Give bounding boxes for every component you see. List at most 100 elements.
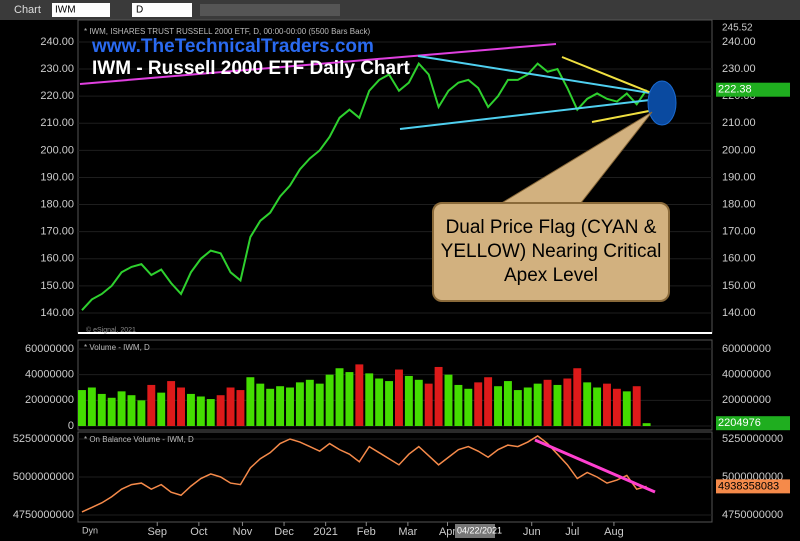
volume-bar: [543, 379, 552, 427]
y-tick-label-left: 220.00: [40, 90, 74, 102]
volume-bar: [325, 374, 334, 427]
last-value-box: [716, 479, 790, 494]
volume-bar: [107, 397, 116, 427]
symbol-box[interactable]: [52, 3, 110, 17]
y-tick-label-left: 140.00: [40, 307, 74, 319]
cursor-date-box: [455, 524, 495, 538]
y-tick-label-right: 150.00: [722, 280, 756, 292]
y-tick-label-right: 240.00: [722, 36, 756, 48]
volume-bar: [464, 388, 473, 427]
toolbar: [0, 0, 800, 20]
volume-bar: [78, 390, 86, 427]
x-tick-label: Mar: [398, 526, 417, 538]
volume-bar: [375, 378, 384, 427]
x-tick-label: Apr: [439, 526, 456, 538]
last-value-box: [716, 416, 790, 431]
y-tick-label-left: 200.00: [40, 144, 74, 156]
y-tick-label-left: 20000000: [25, 394, 74, 406]
volume-bar: [226, 387, 235, 427]
volume-bar: [137, 400, 146, 427]
volume-bar: [345, 372, 354, 427]
y-tick-label-left: 230.00: [40, 63, 74, 75]
volume-bar: [216, 395, 225, 427]
volume-bar: [612, 388, 621, 427]
y-tick-label-right: 40000000: [722, 369, 771, 381]
volume-bar: [484, 377, 493, 427]
y-tick-label-left: 5250000000: [13, 433, 74, 445]
volume-bar: [424, 383, 433, 427]
volume-bar: [295, 382, 304, 427]
volume-bar: [276, 386, 285, 427]
interval: D: [136, 5, 143, 16]
y-tick-label-right: 200.00: [722, 144, 756, 156]
y-tick-label-right: 230.00: [722, 63, 756, 75]
volume-bar: [434, 366, 443, 427]
volume-bar: [315, 383, 324, 427]
dyn-label: Dyn: [82, 525, 98, 535]
volume-bar: [335, 368, 344, 427]
interval-box[interactable]: [132, 3, 192, 17]
volume-bar: [583, 382, 592, 427]
y-tick-label-right: 190.00: [722, 171, 756, 183]
y-tick-label-left: 210.00: [40, 117, 74, 129]
volume-bar: [117, 391, 126, 427]
y-tick-label-right: 170.00: [722, 226, 756, 238]
volume-bar: [573, 368, 582, 427]
volume-bar: [474, 382, 483, 427]
symbol: IWM: [55, 5, 76, 16]
volume-bar: [414, 379, 423, 427]
callout: Dual Price Flag (CYAN & YELLOW) Nearing …: [432, 202, 670, 302]
y-tick-label-right: 60000000: [722, 343, 771, 355]
panel-header: * Volume - IWM, D: [84, 343, 150, 352]
volume-bar: [177, 387, 185, 427]
last-value-box: [716, 82, 790, 97]
toolbar-icons[interactable]: [200, 4, 340, 16]
y-tick-label-left: 160.00: [40, 253, 74, 265]
last-value: 2204976: [718, 417, 761, 429]
last-value: 222.38: [718, 84, 752, 96]
volume-bar: [196, 396, 205, 427]
volume-bar: [603, 383, 611, 427]
y-tick-label-left: 4750000000: [13, 509, 74, 521]
y-tick-label-left: 180.00: [40, 198, 74, 210]
volume-bar: [454, 384, 463, 427]
volume-bar: [236, 390, 245, 427]
last-value: 4938358083: [718, 480, 779, 492]
volume-bar: [266, 388, 275, 427]
volume-bar: [167, 381, 176, 427]
volume-bar: [206, 399, 215, 427]
y-tick-label-right: 180.00: [722, 198, 756, 210]
y-tick-label-right: 4750000000: [722, 509, 783, 521]
x-tick-label: Jul: [565, 526, 579, 538]
volume-bar: [355, 364, 364, 427]
volume-bar: [395, 369, 403, 427]
volume-bar: [127, 395, 136, 427]
x-tick-label: Sep: [147, 526, 167, 538]
volume-bar: [503, 381, 512, 427]
trend-line: [79, 43, 557, 85]
volume-bar: [444, 374, 453, 427]
volume-bar: [87, 387, 96, 427]
x-tick-label: Dec: [274, 526, 294, 538]
x-tick-label: Oct: [190, 526, 207, 538]
volume-bar: [533, 383, 542, 427]
volume-bar: [553, 384, 562, 427]
y-tick-label-left: 240.00: [40, 36, 74, 48]
volume-bar: [593, 387, 602, 427]
y-tick-label-left: 0: [68, 420, 74, 432]
watermark: © eSignal, 2021: [86, 326, 136, 334]
volume-bar: [622, 391, 631, 427]
header-value-right: 245.52: [722, 23, 753, 34]
y-tick-label-left: 150.00: [40, 280, 74, 292]
volume-bar: [404, 375, 413, 427]
volume-bar: [147, 384, 156, 427]
volume-bar: [286, 387, 294, 427]
y-tick-label-right: 140.00: [722, 307, 756, 319]
y-tick-label-right: 20000000: [722, 394, 771, 406]
x-tick-label: Feb: [357, 526, 376, 538]
obv-trend-line: [534, 438, 656, 494]
volume-bar: [246, 377, 255, 427]
panel-header: * On Balance Volume - IWM, D: [84, 435, 194, 444]
volume-bar: [632, 386, 641, 427]
